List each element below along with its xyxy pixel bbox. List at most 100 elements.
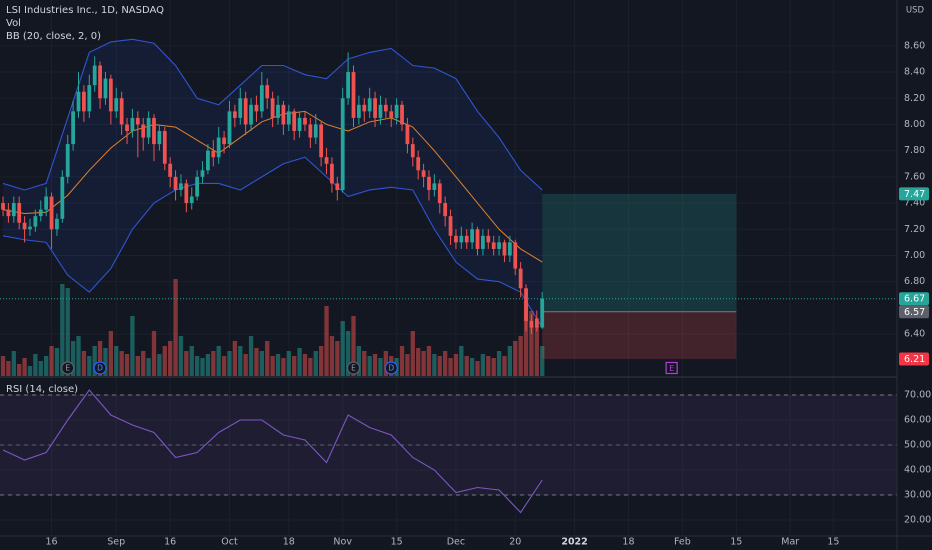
volume-bar	[496, 351, 502, 376]
candle-body	[454, 235, 458, 243]
event-marker	[61, 361, 75, 375]
volume-bar	[502, 356, 507, 376]
volume-bar	[81, 351, 87, 376]
volume-bar	[491, 358, 496, 376]
candle-body	[130, 117, 135, 132]
candle-body	[297, 117, 302, 132]
candle-body	[249, 104, 253, 125]
rsi-tick-label: 60.00	[904, 415, 931, 426]
candle-body	[276, 104, 280, 118]
event-marker	[384, 361, 398, 375]
volume-bar	[292, 356, 297, 376]
volume-bar	[281, 358, 286, 376]
candle-body	[259, 85, 264, 112]
volume-bar	[313, 351, 318, 376]
candle-body	[184, 183, 189, 204]
volume-bar	[372, 354, 378, 376]
candle-body	[324, 157, 329, 164]
volume-bar	[259, 351, 264, 376]
volume-bar	[205, 354, 211, 376]
volume-bar	[340, 321, 345, 376]
x-tick-label: Mar	[781, 537, 799, 548]
volume-bar	[529, 311, 534, 376]
candle-body	[179, 183, 183, 190]
volume-bar	[216, 346, 221, 376]
x-tick-label: Nov	[333, 537, 352, 548]
volume-bar	[378, 358, 383, 376]
candle-body	[141, 124, 146, 138]
volume-bar	[383, 351, 389, 376]
candle-body	[22, 222, 27, 230]
candle-body	[17, 203, 22, 223]
x-tick-label: 20	[509, 537, 521, 548]
volume-bar	[54, 348, 60, 376]
bb-upper	[2, 38, 543, 191]
x-tick-label: 16	[45, 537, 57, 548]
y-tick-label: 7.40	[904, 198, 925, 209]
volume-bar	[399, 346, 405, 376]
candle-body	[1, 203, 5, 210]
candle-body	[200, 170, 205, 177]
volume-bar	[130, 316, 135, 376]
volume-bar	[437, 356, 442, 376]
candle-body	[356, 104, 361, 118]
volume-bar	[6, 361, 11, 376]
candle-body	[319, 124, 324, 158]
volume-bar	[275, 354, 281, 376]
x-tick-label: 15	[827, 537, 839, 548]
rsi-tick-label: 70.00	[904, 390, 931, 401]
volume-bar	[92, 346, 97, 376]
event-label: E	[351, 364, 356, 373]
candle-body	[33, 216, 38, 227]
volume-bar	[65, 288, 70, 376]
candle-body	[292, 111, 297, 132]
candle-body	[92, 65, 97, 86]
volume-bar	[351, 316, 356, 376]
candle-body	[313, 124, 318, 138]
event-label: E	[669, 364, 674, 373]
candle-body	[157, 131, 162, 145]
volume-bar	[270, 356, 275, 376]
candle-body	[448, 216, 453, 236]
candle-body	[335, 183, 340, 190]
candle-body	[351, 72, 356, 118]
volume-bar	[518, 336, 523, 376]
price-tag-label: 6.67	[904, 294, 925, 305]
currency-label: USD	[906, 6, 925, 16]
x-tick-label: Dec	[447, 537, 465, 548]
candle-body	[475, 229, 480, 249]
candle-body	[394, 104, 399, 118]
candle-body	[114, 98, 119, 112]
volume-bar	[11, 351, 16, 376]
candle-body	[243, 98, 248, 125]
candle-body	[367, 98, 372, 112]
y-tick-label: 7.20	[904, 224, 925, 235]
candle-body	[232, 111, 237, 118]
volume-bar	[124, 354, 130, 376]
volume-bar	[168, 341, 173, 376]
volume-bar	[286, 351, 291, 376]
candle-body	[529, 320, 534, 328]
volume-bar	[119, 351, 124, 376]
candle-body	[103, 78, 108, 99]
price-tag	[899, 187, 929, 201]
rsi-tick-label: 30.00	[904, 490, 931, 501]
x-tick-label: 18	[622, 537, 634, 548]
volume-bar	[469, 358, 475, 376]
volume-bar	[523, 301, 529, 376]
volume-bar	[227, 351, 232, 376]
volume-bar	[534, 326, 539, 376]
x-tick-label: 2022	[561, 537, 587, 548]
candle-body	[340, 98, 345, 190]
bb-legend: BB (20, close, 2, 0)	[6, 31, 101, 42]
candle-body	[513, 242, 518, 269]
volume-bar	[416, 348, 421, 376]
volume-bar	[0, 356, 6, 376]
rsi-line	[2, 389, 543, 514]
volume-bar	[211, 351, 216, 376]
x-tick-label: Oct	[221, 537, 238, 548]
volume-bar	[367, 356, 372, 376]
volume-bar	[459, 346, 464, 376]
